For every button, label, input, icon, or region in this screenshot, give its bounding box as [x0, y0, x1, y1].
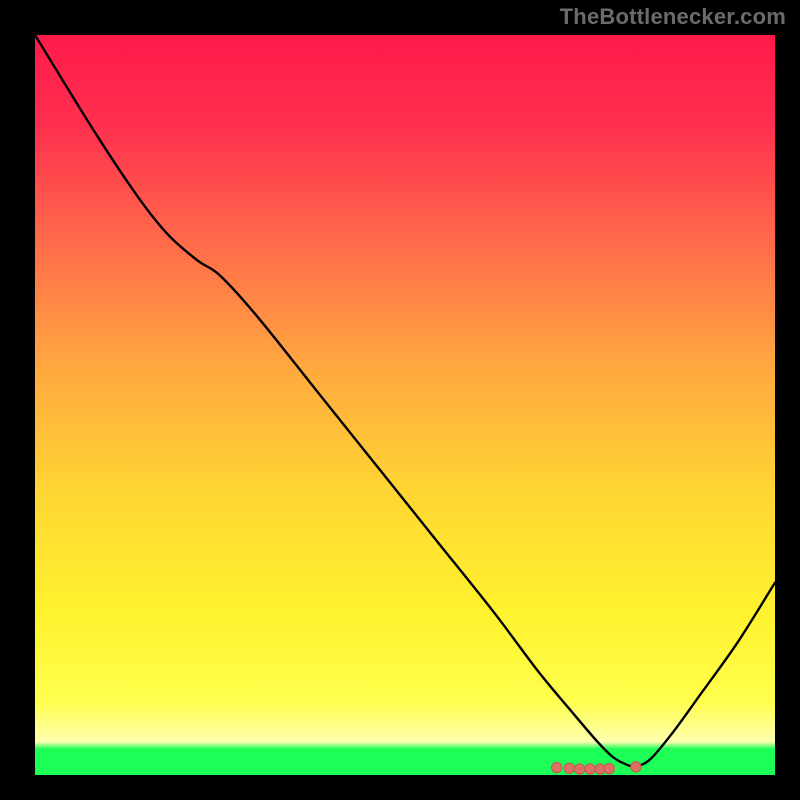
marker-point [564, 763, 574, 773]
plot-area [35, 35, 775, 775]
marker-point [585, 764, 595, 774]
gradient-background [35, 35, 775, 775]
watermark-text: TheBottlenecker.com [560, 4, 786, 30]
figure-container: TheBottlenecker.com [0, 0, 800, 800]
chart-svg [35, 35, 775, 775]
marker-point [552, 762, 562, 772]
marker-point [574, 764, 584, 774]
marker-point [604, 764, 614, 774]
marker-point [631, 762, 641, 772]
